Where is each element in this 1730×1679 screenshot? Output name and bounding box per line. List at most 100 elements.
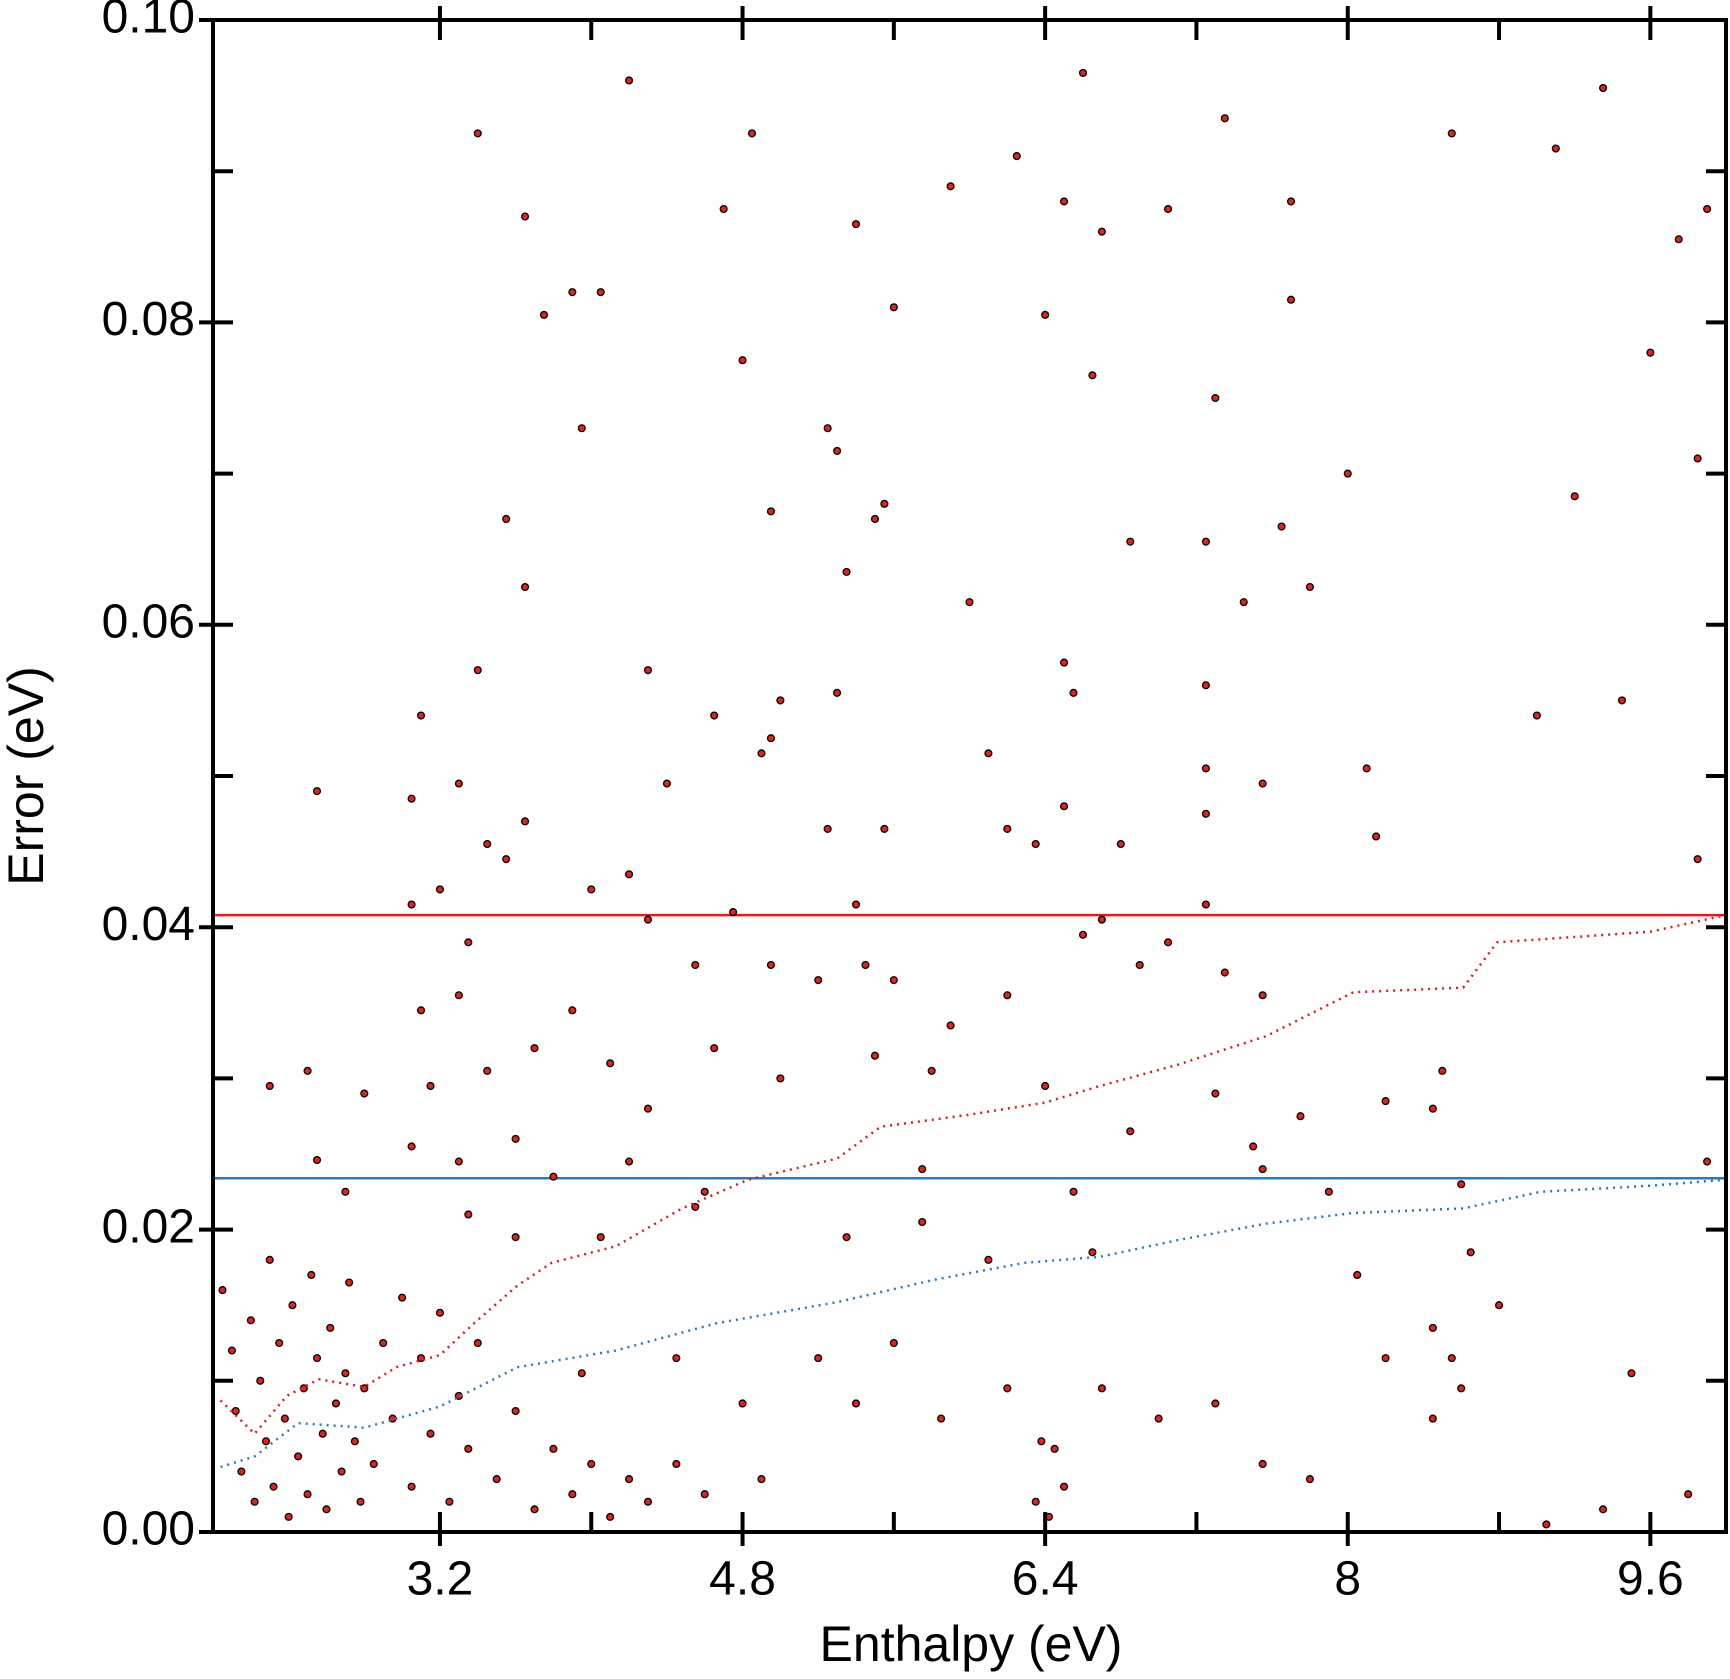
- data-point: [1372, 832, 1381, 841]
- data-point: [643, 1104, 653, 1113]
- data-point: [416, 711, 426, 720]
- data-point: [227, 1346, 236, 1355]
- data-point: [521, 212, 530, 221]
- data-point: [625, 1475, 634, 1484]
- data-point: [738, 1399, 747, 1408]
- data-point: [814, 1354, 823, 1363]
- trend-line: [219, 913, 1727, 1436]
- data-point: [1211, 1089, 1220, 1098]
- data-point: [1060, 1482, 1069, 1491]
- data-point: [889, 303, 898, 312]
- data-point: [700, 1490, 709, 1499]
- data-point: [407, 1142, 416, 1151]
- data-point: [454, 991, 463, 1000]
- data-point: [360, 1384, 369, 1393]
- data-point: [851, 220, 861, 229]
- data-point: [833, 446, 842, 455]
- data-point: [331, 1399, 340, 1408]
- data-point: [303, 1066, 312, 1075]
- data-point: [1164, 204, 1173, 214]
- data-point: [341, 1369, 350, 1378]
- data-point: [379, 1338, 388, 1348]
- data-point: [625, 1157, 634, 1166]
- data-point: [918, 1165, 927, 1174]
- data-point: [1570, 492, 1579, 501]
- data-point: [1060, 658, 1069, 667]
- data-point: [1457, 1180, 1466, 1189]
- data-point: [231, 1406, 240, 1416]
- data-point: [766, 507, 775, 516]
- data-point: [1097, 227, 1106, 236]
- data-point: [672, 1354, 681, 1363]
- data-point: [280, 1414, 289, 1423]
- data-point: [265, 1081, 274, 1091]
- data-point: [587, 885, 596, 894]
- data-point: [539, 310, 549, 319]
- data-point: [672, 1459, 681, 1469]
- data-point: [1646, 348, 1655, 357]
- data-point: [1069, 688, 1078, 697]
- data-point: [416, 1006, 426, 1015]
- y-tick-label: 0.10: [102, 0, 195, 44]
- data-point: [492, 1475, 501, 1484]
- data-point: [842, 567, 851, 576]
- data-point: [1286, 295, 1296, 304]
- data-point: [1031, 839, 1040, 849]
- data-point: [757, 749, 766, 758]
- data-point: [256, 1376, 265, 1385]
- data-point: [1164, 938, 1173, 947]
- data-point: [1078, 930, 1088, 939]
- data-point: [662, 779, 671, 788]
- data-point: [337, 1467, 346, 1476]
- data-point: [747, 129, 757, 138]
- y-tick-label: 0.04: [102, 898, 195, 951]
- data-point: [577, 1369, 586, 1378]
- data-point: [1466, 1248, 1475, 1257]
- data-point: [312, 1354, 322, 1363]
- data-point: [1116, 839, 1125, 849]
- data-point: [464, 938, 473, 947]
- data-point: [1126, 1127, 1135, 1136]
- data-point: [577, 424, 586, 433]
- data-point: [1220, 968, 1229, 977]
- data-point: [1428, 1414, 1437, 1423]
- data-point: [1693, 454, 1702, 463]
- data-point: [284, 1512, 293, 1521]
- data-point: [1599, 1505, 1608, 1514]
- data-point: [426, 1081, 435, 1091]
- data-point: [502, 514, 511, 524]
- data-point: [483, 1066, 492, 1075]
- data-point: [984, 1255, 993, 1264]
- data-point: [1542, 1520, 1551, 1529]
- data-point: [445, 1497, 454, 1506]
- data-point: [596, 1233, 605, 1242]
- data-point: [1343, 469, 1352, 478]
- data-point: [729, 908, 738, 917]
- data-point: [842, 1233, 851, 1242]
- data-point: [356, 1497, 365, 1506]
- data-point: [861, 960, 870, 970]
- data-point: [1088, 371, 1097, 380]
- data-point: [307, 1270, 316, 1280]
- data-point: [326, 1323, 335, 1332]
- data-point: [625, 76, 634, 85]
- data-point: [870, 1051, 879, 1060]
- data-point: [341, 1187, 350, 1196]
- data-point: [1097, 915, 1106, 924]
- data-point: [625, 870, 634, 879]
- data-point: [700, 1187, 709, 1196]
- data-point: [511, 1406, 520, 1416]
- data-point: [1305, 582, 1314, 592]
- data-point: [1277, 522, 1286, 531]
- data-point: [1627, 1369, 1636, 1378]
- data-point: [473, 1338, 482, 1348]
- data-point: [1041, 1081, 1050, 1091]
- data-point: [880, 824, 889, 833]
- data-point: [502, 855, 511, 864]
- data-point: [1447, 129, 1456, 138]
- data-point: [511, 1134, 520, 1143]
- data-point: [568, 288, 577, 297]
- data-point: [833, 688, 842, 697]
- data-point: [1003, 1384, 1012, 1393]
